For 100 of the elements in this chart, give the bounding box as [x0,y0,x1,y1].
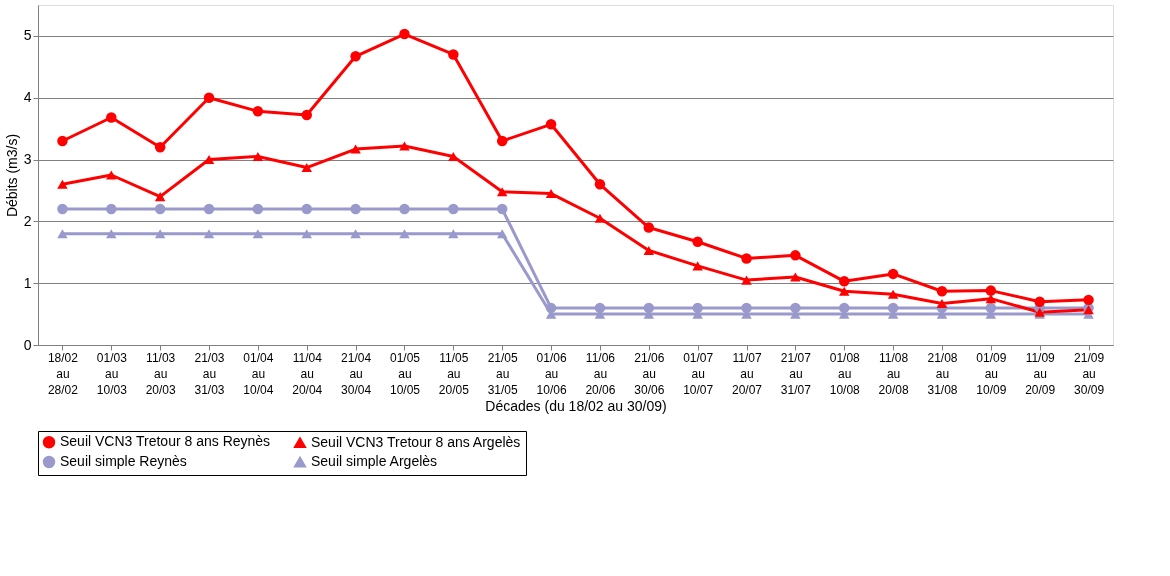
point [154,229,166,239]
point [252,229,264,239]
point [399,28,410,40]
point [643,245,655,255]
point [594,213,606,223]
point [594,179,606,190]
point [741,275,752,285]
point [57,203,68,215]
y-tick-label: 5 [23,27,32,44]
y-tick-label: 1 [23,274,32,291]
x-tick-label: 11/09 au 20/09 [1025,350,1056,397]
point [301,229,312,239]
point [106,170,117,180]
x-tick-label: 18/02 au 28/02 [47,350,79,397]
point [496,203,508,215]
point [545,302,557,314]
x-tick-label: 21/09 au 30/09 [1074,350,1105,397]
point [545,189,557,199]
legend-label: Seuil simple Argelès [311,453,438,469]
point [790,250,801,261]
x-tick-label: 21/04 au 30/04 [341,350,372,397]
point [252,151,264,161]
y-tick-label: 3 [23,151,32,168]
point [692,261,703,271]
point [399,229,410,239]
point [399,141,410,151]
y-tick-label: 2 [23,212,32,229]
y-tick-label: 4 [23,89,32,106]
x-tick-label: 01/09 au 10/09 [976,350,1007,397]
y-tick-label: 0 [23,336,32,353]
point [985,294,997,304]
point [643,222,655,233]
point [57,179,68,189]
y-axis-title: Débits (m3/s) [3,133,20,218]
point [57,229,68,239]
point [106,112,117,123]
point [985,302,997,314]
point [692,236,703,247]
point [741,302,752,314]
point [252,106,264,117]
x-tick-label: 01/07 au 10/07 [683,350,714,397]
point [301,203,312,215]
point [887,302,899,314]
point [350,229,361,239]
point [643,302,655,314]
point [448,229,459,239]
point [301,163,312,173]
x-tick-label: 01/03 au 10/03 [96,350,128,397]
point [496,187,508,197]
legend-label: Seuil VCN3 Tretour 8 ans Reynès [60,433,271,450]
point [350,203,361,215]
point [936,285,948,297]
point [301,109,312,121]
x-tick-label: 01/08 au 10/08 [829,350,861,397]
point [985,285,997,296]
point [106,229,117,239]
point [203,229,215,239]
point [399,203,410,215]
point [887,289,899,299]
point [496,135,508,147]
x-tick-label: 01/05 au 10/05 [389,350,421,397]
x-tick-label: 11/08 au 20/08 [878,350,909,397]
point [839,276,850,287]
x-tick-label: 01/06 au 10/06 [536,350,567,397]
x-tick-label: 11/07 au 20/07 [732,350,763,397]
point [448,203,459,215]
point [203,203,215,215]
point [350,144,361,154]
point [1034,296,1045,307]
x-tick-label: 11/06 au 20/06 [585,350,616,397]
legend-label: Seuil simple Reynès [60,453,187,469]
point [790,302,801,314]
point [203,92,215,103]
point [1083,294,1094,306]
point [790,272,801,282]
point [154,141,166,153]
point [496,229,508,239]
x-tick-label: 11/05 au 20/05 [438,350,470,397]
point [350,51,361,62]
point [692,302,703,314]
point [741,253,752,264]
point [154,203,166,215]
point [936,299,948,309]
point [839,302,850,314]
x-tick-label: 01/04 au 10/04 [243,350,274,397]
point [448,49,459,60]
point [57,135,68,147]
x-tick-label: 21/05 au 31/05 [487,350,519,397]
point [839,286,850,296]
point [545,119,557,130]
x-tick-label: 21/08 au 31/08 [927,350,958,397]
point [594,302,606,314]
point [252,203,264,215]
point [106,203,117,215]
x-tick-label: 21/03 au 31/03 [194,350,225,397]
x-axis-title: Décades (du 18/02 au 30/09) [485,397,667,414]
x-tick-label: 21/06 au 30/06 [634,350,665,397]
x-tick-label: 11/04 au 20/04 [292,350,323,397]
x-tick-label: 21/07 au 31/07 [780,350,812,397]
x-tick-label: 11/03 au 20/03 [145,350,176,397]
